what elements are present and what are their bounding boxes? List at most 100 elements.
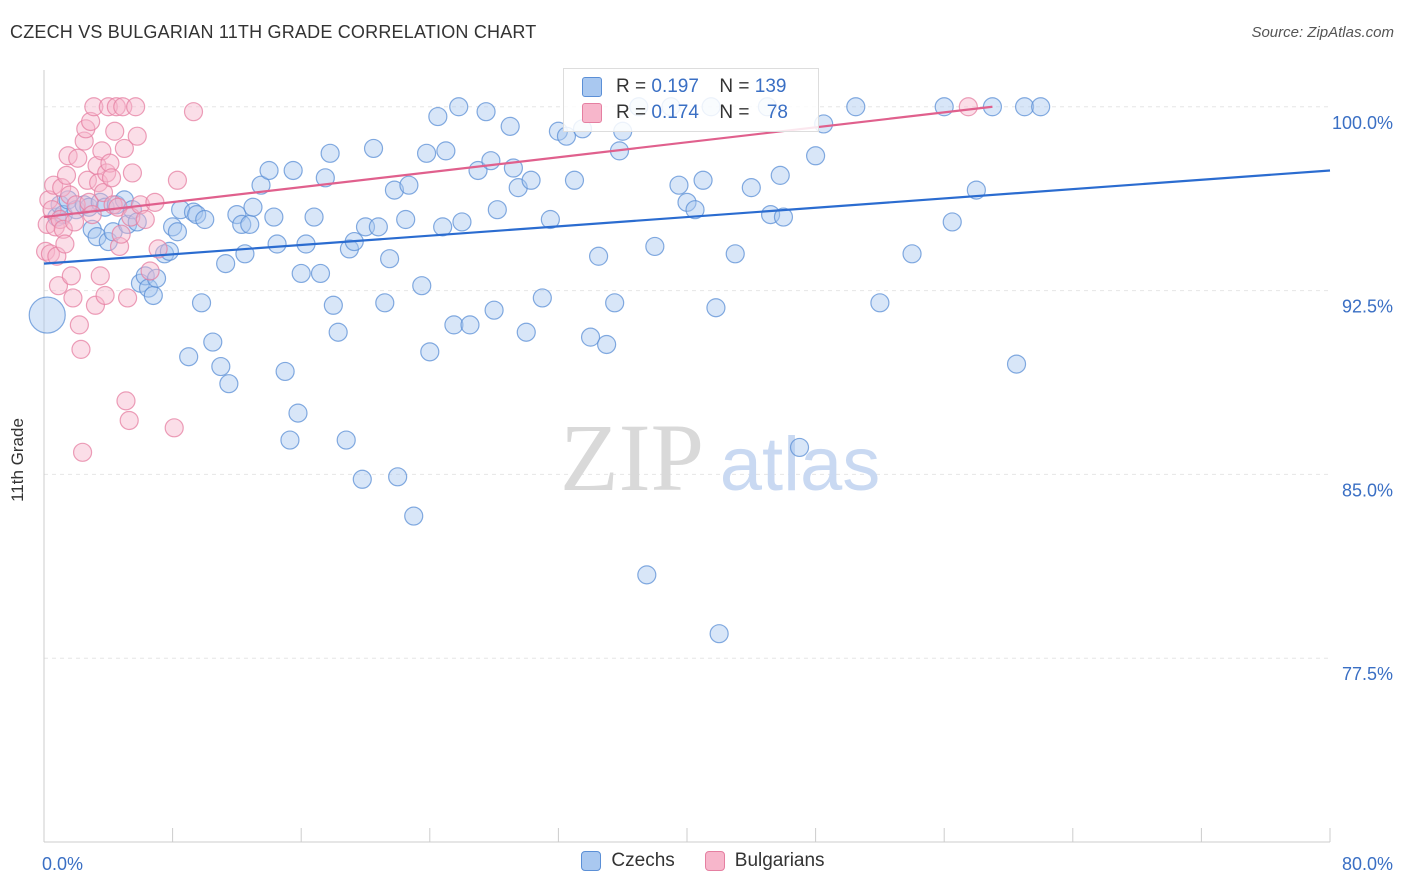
point-czechs: [637, 565, 657, 585]
stats-legend-row-czechs: R = 0.197 N = 139: [582, 75, 786, 99]
point-bulgarians: [61, 266, 81, 286]
r-label: R =: [616, 76, 647, 97]
n-value-bulgarians: 78: [766, 102, 788, 123]
point-czechs: [146, 268, 167, 288]
point-czechs: [870, 293, 890, 313]
point-czechs: [966, 180, 986, 200]
point-czechs: [380, 249, 400, 269]
point-bulgarians: [183, 102, 204, 122]
point-czechs: [444, 315, 464, 335]
point-czechs: [846, 97, 866, 117]
watermark-zip: ZIP: [560, 404, 704, 511]
point-czechs: [725, 244, 745, 264]
point-czechs: [264, 207, 284, 227]
point-bulgarians: [89, 173, 109, 193]
point-czechs: [219, 374, 239, 394]
point-czechs: [275, 361, 295, 382]
point-czechs: [1006, 354, 1027, 374]
point-czechs: [203, 332, 223, 352]
point-czechs: [436, 141, 456, 161]
point-czechs: [789, 437, 810, 458]
data-points: [28, 97, 1051, 644]
point-bulgarians: [119, 410, 139, 431]
point-bulgarians: [56, 165, 77, 185]
point-bulgarians: [98, 97, 118, 117]
point-czechs: [191, 293, 212, 313]
point-czechs: [449, 97, 469, 117]
point-bulgarians: [84, 97, 104, 117]
point-bulgarians: [109, 236, 130, 257]
legend-item-czechs[interactable]: Czechs: [581, 850, 675, 872]
point-bulgarians: [95, 285, 115, 306]
legend-label-bulgarians: Bulgarians: [734, 850, 825, 871]
axes: [43, 70, 1331, 843]
point-czechs: [227, 204, 247, 225]
czechs-swatch: [582, 77, 602, 97]
point-czechs: [375, 293, 395, 313]
point-czechs: [143, 285, 163, 306]
point-bulgarians: [117, 288, 138, 308]
point-bulgarians: [958, 97, 978, 117]
point-bulgarians: [127, 126, 147, 146]
point-czechs: [183, 202, 204, 222]
point-czechs: [516, 322, 536, 342]
point-czechs: [167, 222, 188, 242]
point-czechs: [28, 296, 66, 334]
point-bulgarians: [106, 97, 126, 117]
r-value-bulgarians: 0.174: [651, 102, 699, 123]
y-tick-label: 77.5%: [1342, 664, 1393, 684]
point-czechs: [805, 146, 826, 166]
point-czechs: [267, 234, 287, 254]
point-bulgarians: [44, 175, 64, 195]
point-czechs: [243, 197, 263, 217]
point-czechs: [396, 209, 416, 230]
legend-item-bulgarians[interactable]: Bulgarians: [704, 850, 825, 872]
point-bulgarians: [111, 224, 131, 244]
point-czechs: [532, 288, 552, 308]
point-bulgarians: [52, 178, 72, 198]
point-bulgarians: [82, 204, 102, 225]
point-czechs: [902, 244, 922, 264]
point-czechs: [211, 356, 231, 377]
point-czechs: [195, 209, 215, 230]
point-czechs: [669, 175, 689, 195]
watermark: ZIP atlas: [560, 404, 880, 511]
y-tick-label: 85.0%: [1342, 480, 1393, 500]
point-czechs: [476, 102, 496, 122]
point-bulgarians: [68, 148, 88, 168]
bulgarians-swatch: [582, 103, 602, 123]
point-bulgarians: [77, 170, 98, 190]
point-bulgarians: [71, 339, 91, 359]
point-czechs: [709, 624, 729, 644]
n-label: N =: [719, 76, 750, 97]
czechs-legend-swatch: [581, 851, 602, 871]
series-legend: Czechs Bulgarians: [0, 850, 1406, 872]
y-tick-label: 92.5%: [1342, 297, 1393, 317]
point-czechs: [685, 200, 705, 220]
point-czechs: [481, 151, 501, 171]
point-czechs: [363, 138, 384, 159]
point-czechs: [773, 207, 794, 227]
point-czechs: [770, 165, 790, 185]
point-czechs: [232, 214, 252, 234]
point-bulgarians: [101, 168, 122, 188]
point-czechs: [320, 143, 340, 163]
point-czechs: [706, 298, 726, 318]
point-bulgarians: [60, 185, 80, 205]
point-czechs: [216, 254, 236, 274]
point-czechs: [388, 467, 408, 487]
stats-legend-row-bulgarians: R = 0.174 N = 78: [582, 101, 788, 125]
bulgarians-legend-swatch: [704, 851, 725, 871]
point-bulgarians: [164, 418, 184, 438]
trend-lines: [43, 105, 1331, 265]
x-tick-label: 0.0%: [42, 854, 83, 874]
point-bulgarians: [53, 219, 73, 239]
point-czechs: [291, 263, 311, 284]
point-czechs: [368, 217, 388, 237]
point-bulgarians: [148, 239, 168, 259]
chart-title: CZECH VS BULGARIAN 11TH GRADE CORRELATIO…: [10, 22, 537, 42]
point-czechs: [384, 180, 405, 200]
point-czechs: [500, 116, 520, 136]
n-label: N =: [719, 102, 750, 123]
